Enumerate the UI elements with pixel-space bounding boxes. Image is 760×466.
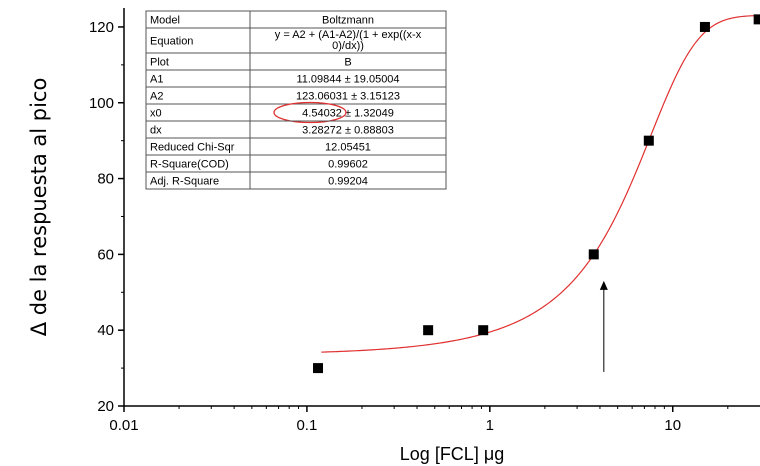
data-points-layer [313, 14, 760, 374]
table-param-name: Equation [150, 36, 193, 48]
x-tick-label: 10 [664, 417, 681, 434]
fit-parameters-table: Model Boltzmann Equation y = A2 + (A1-A2)/(… [145, 10, 447, 190]
y-tick-label: 80 [97, 171, 114, 188]
y-tick-label: 40 [97, 322, 114, 339]
annotation-arrow [599, 280, 608, 372]
table-param-name: Adj. R-Square [150, 176, 219, 188]
table-param-value: 3.28272 ± 0.88803 [302, 125, 394, 137]
table-param-value: 11.09844 ± 19.05004 [296, 74, 399, 86]
table-param-name: A2 [150, 91, 163, 103]
axes-layer [123, 8, 760, 407]
data-point [643, 135, 654, 146]
table-param-name: dx [150, 125, 162, 137]
y-tick-label: 60 [97, 246, 114, 263]
x0-highlight-ellipse [273, 101, 347, 124]
table-param-name: R-Square(COD) [150, 159, 229, 171]
table-param-value: 4.54032 ± 1.32049 [302, 108, 394, 120]
table-param-value: 0.99204 [328, 176, 368, 188]
table-param-value: 123.06031 ± 3.15123 [296, 91, 400, 103]
data-point [699, 21, 710, 32]
table-param-value: 0.99602 [328, 159, 368, 171]
table-param-value: B [344, 57, 351, 69]
y-tick-label: 100 [89, 95, 114, 112]
table-param-name: x0 [150, 108, 162, 120]
table-param-name: Reduced Chi-Sqr [150, 142, 235, 154]
table-param-value: Boltzmann [322, 15, 374, 27]
data-point [588, 249, 599, 260]
y-tick-label: 20 [97, 398, 114, 415]
arrow-head [599, 280, 608, 290]
table-param-name: Plot [150, 57, 169, 69]
table-param-value-cont: 0)/dx)) [332, 40, 364, 52]
table-param-name: A1 [150, 74, 163, 86]
x-tick-label: 0.1 [296, 417, 317, 434]
table-frame [145, 10, 447, 190]
data-point [423, 325, 434, 336]
table-param-value: 12.05451 [325, 142, 371, 154]
data-point [313, 363, 324, 374]
x-tick-label: 0.01 [109, 417, 138, 434]
data-point [753, 14, 760, 25]
fit-curve-layer [321, 14, 760, 353]
y-axis-label: Δ de la respuesta al pico [27, 78, 51, 337]
fit-curve [321, 14, 760, 353]
data-point [478, 325, 489, 336]
y-tick-label: 120 [89, 19, 114, 36]
table-param-name: Model [150, 15, 180, 27]
table-param-value: y = A2 + (A1-A2)/(1 + exp((x-x [275, 29, 422, 41]
x-tick-label: 1 [486, 417, 494, 434]
x-axis-label: Log [FCL] μg [400, 444, 504, 464]
ticks-layer: 20 40 60 80 100 120 0.01 0.1 1 10 [89, 19, 729, 434]
